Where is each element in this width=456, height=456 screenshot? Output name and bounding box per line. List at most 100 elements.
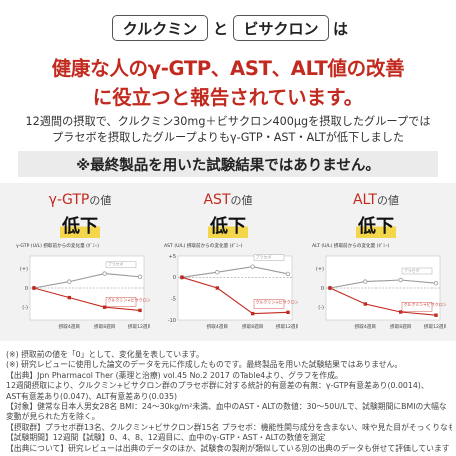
alt-chart-title: ALT (U/L) 摂取前からの変化量 (ﾀﾞﾐｰ) bbox=[312, 242, 390, 249]
ast-placebo-point bbox=[215, 270, 220, 275]
alt-legend-box bbox=[401, 301, 433, 312]
ast-xtick-label: 摂取4週目 bbox=[207, 323, 228, 330]
headline-line2: に役立つと報告されています。 bbox=[92, 86, 364, 109]
ggtp-chart-title: γ-GTP (U/L) 摂取前からの変化量 (ﾀﾞﾐｰ) bbox=[16, 242, 99, 249]
ggtp-xtick-label: 摂取12週目 bbox=[128, 323, 150, 330]
footnote-line: 【摂取群】プラセボ群13名、クルクミン+ビサクロン群15名 プラセボ：機能性関与… bbox=[6, 422, 452, 432]
ggtp-placebo-point bbox=[67, 279, 72, 284]
disclaimer-banner: ※最終製品を用いた試験結果ではありません。 bbox=[18, 151, 438, 177]
ast-legend-label: プラセボ bbox=[256, 254, 272, 260]
alt-placebo-point bbox=[433, 281, 439, 286]
alt-active-point bbox=[398, 310, 403, 314]
ast-legend-box bbox=[253, 254, 285, 261]
card-ggtp-metric: γ-GTP bbox=[48, 192, 90, 208]
ggtp-legend-box bbox=[105, 261, 137, 268]
ggtp-placebo-point bbox=[102, 271, 107, 276]
card-ggtp-suffix: の値 bbox=[89, 194, 112, 207]
card-alt-decline: 低下 bbox=[304, 212, 448, 238]
alt-series-line bbox=[329, 287, 437, 316]
ast-series-line bbox=[181, 276, 289, 315]
alt-active-point bbox=[328, 286, 332, 290]
ast-chart-title: AST (U/L) 摂取前からの変化量 (ﾀﾞﾐｰ) bbox=[164, 242, 243, 249]
card-ggtp-title: γ-GTPの値 bbox=[8, 192, 152, 208]
ast-ytick-label: +5 bbox=[169, 254, 176, 260]
ggtp-active-point bbox=[67, 295, 72, 300]
ast-axes: +5 0 -5 -10 摂取4週目 摂取8週目 摂取12週目 bbox=[168, 254, 298, 330]
ggtp-active-point bbox=[102, 305, 107, 309]
ggtp-ytick-label: (-) bbox=[22, 305, 28, 311]
summary-line1: 12週間の摂取で、クルクミン30mg＋ビサクロン400μgを摂取したグループでは bbox=[25, 115, 431, 128]
card-ggtp: γ-GTPの値 低下 γ-GTP (U/L) 摂取前からの変化量 (ﾀﾞﾐｰ) … bbox=[8, 190, 152, 336]
card-alt-title: ALTの値 bbox=[304, 192, 448, 208]
ast-active-point bbox=[250, 311, 255, 316]
card-ast-decline-text: 低下 bbox=[208, 212, 248, 238]
alt-legend-label: プラセボ bbox=[404, 267, 420, 273]
ggtp-active-point bbox=[138, 308, 142, 313]
ggtp-legend-label: プラセボ bbox=[108, 261, 124, 267]
curcumin-pill: クルクミン bbox=[112, 15, 208, 41]
ggtp-chart: γ-GTP (U/L) 摂取前からの変化量 (ﾀﾞﾐｰ) (+) 0 (-) 摂取4週… bbox=[16, 242, 151, 330]
card-alt-suffix: の値 bbox=[377, 194, 399, 207]
ast-active-point bbox=[180, 275, 184, 280]
alt-chart: ALT (U/L) 摂取前からの変化量 (ﾀﾞﾐｰ) (+) 0 (-) 摂取4週目 摂… bbox=[312, 242, 447, 330]
ast-legend-box bbox=[253, 299, 285, 309]
ggtp-legend-label: クルクミン+ビサクロン bbox=[108, 296, 151, 302]
footnote-line: (※) 研究レビューに使用した論文のデータを元に作成したものです。最終製品を用い… bbox=[6, 360, 403, 370]
headline-line1: 健康な人のγ-GTP、AST、ALT値の改善 bbox=[51, 57, 405, 80]
footnote-line: 12週間摂取により、クルクミン+ビサクロン群のプラセボ群に対する統計的有意差の有… bbox=[6, 381, 429, 391]
disclaimer-text: ※最終製品を用いた試験結果ではありません。 bbox=[76, 157, 380, 174]
alt-placebo-point bbox=[363, 279, 368, 284]
bisacron-pill: ビサクロン bbox=[233, 15, 329, 41]
ggtp-series-line bbox=[33, 287, 141, 311]
ast-active-point bbox=[286, 310, 290, 315]
footnote-line: 変動が見られた方を除く。 bbox=[6, 412, 100, 422]
ast-xtick-label: 摂取12週目 bbox=[276, 323, 298, 330]
card-ggtp-decline: 低下 bbox=[8, 212, 152, 238]
alt-ytick-label: 0 bbox=[321, 286, 324, 292]
card-alt: ALTの値 低下 ALT (U/L) 摂取前からの変化量 (ﾀﾞﾐｰ) (+) 0… bbox=[304, 190, 448, 336]
alt-legend-label: クルクミン+ビサクロン bbox=[404, 301, 447, 307]
alt-active-point bbox=[363, 302, 368, 306]
ast-placebo-point bbox=[250, 264, 255, 269]
ast-ytick-label: 0 bbox=[173, 275, 176, 281]
alt-xtick-label: 摂取12週目 bbox=[424, 323, 446, 330]
footnote-line: 【出典について】研究レビューは出典のデータのほか、試験食の製剤が類似している別の… bbox=[6, 443, 450, 453]
ast-ytick-label: -10 bbox=[168, 318, 176, 324]
summary-line2: プラセボを摂取したグループよりもγ-GTP・AST・ALTが低下しました bbox=[51, 131, 405, 144]
card-ggtp-decline-text: 低下 bbox=[60, 212, 100, 238]
footnote-line: AST有意差あり(0.047)、ALT有意差あり(0.035) bbox=[6, 391, 177, 401]
footnote-line: 【試験期間】12週間【試験】0、4、8、12週目に、血中のγ-GTP・AST・A… bbox=[6, 433, 326, 443]
ast-series-line bbox=[181, 266, 289, 278]
ast-chart: AST (U/L) 摂取前からの変化量 (ﾀﾞﾐｰ) +5 0 -5 -10 摂取4週目… bbox=[164, 242, 299, 330]
alt-series-line bbox=[329, 279, 437, 289]
conjunction-to: と bbox=[213, 20, 229, 38]
conjunction-wa: は bbox=[333, 20, 349, 38]
card-ast-suffix: の値 bbox=[230, 194, 253, 207]
ggtp-legend-box bbox=[105, 297, 137, 307]
alt-xtick-label: 摂取8週目 bbox=[390, 323, 411, 330]
alt-xtick-label: 摂取4週目 bbox=[355, 323, 376, 330]
ggtp-series-line bbox=[33, 273, 141, 289]
footnotes: (※) 摂取前の値を「0」として、変化量を表しています。 (※) 研究レビューに… bbox=[6, 350, 452, 454]
bisacron-label: ビサクロン bbox=[243, 19, 319, 38]
alt-ytick-label: (-) bbox=[318, 305, 324, 311]
alt-axes: (+) 0 (-) 摂取4週目 摂取8週目 摂取12週目 bbox=[316, 255, 446, 330]
ast-placebo-point bbox=[285, 271, 291, 277]
ggtp-ytick-label: (+) bbox=[20, 267, 28, 273]
card-alt-metric: ALT bbox=[352, 192, 377, 208]
ast-plot-frame bbox=[177, 255, 293, 321]
ggtp-xtick-label: 摂取4週目 bbox=[59, 323, 80, 330]
alt-legend-box bbox=[401, 267, 433, 275]
ggtp-ytick-label: 0 bbox=[25, 286, 28, 292]
footnote-line: 【対象】健常な日本人男女28名 BMI：24〜30kg/m²未満、血中のAST・… bbox=[6, 402, 447, 412]
ast-active-point bbox=[215, 286, 220, 290]
ggtp-xtick-label: 摂取8週目 bbox=[94, 323, 115, 330]
card-ast-title: ASTの値 bbox=[156, 192, 300, 208]
alt-ytick-label: (+) bbox=[316, 267, 324, 273]
ggtp-active-point bbox=[32, 286, 36, 290]
curcumin-label: クルクミン bbox=[122, 19, 198, 38]
ast-ytick-label: -5 bbox=[171, 296, 176, 302]
ast-legend-label: クルクミン+ビサクロン bbox=[256, 298, 299, 304]
